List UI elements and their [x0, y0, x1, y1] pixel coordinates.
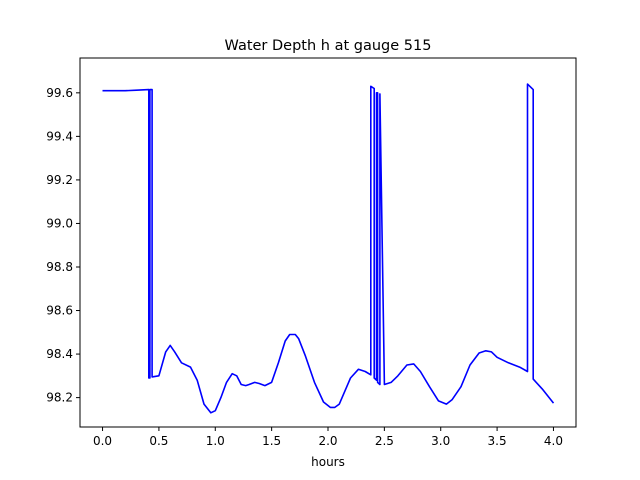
chart-title: Water Depth h at gauge 515: [225, 38, 432, 54]
x-tick-label: 0.5: [149, 434, 168, 448]
y-tick-label: 98.6: [46, 304, 73, 318]
y-tick-label: 98.4: [46, 347, 73, 361]
x-tick-label: 3.0: [431, 434, 450, 448]
x-tick-label: 0.0: [93, 434, 112, 448]
x-axis: 0.0 0.5 1.0 1.5 2.0 2.5 3.0 3.5 4.0: [93, 427, 563, 448]
y-tick-label: 99.2: [46, 173, 73, 187]
x-tick-label: 4.0: [544, 434, 563, 448]
x-tick-label: 1.0: [206, 434, 225, 448]
y-tick-label: 98.8: [46, 260, 73, 274]
plot-series: [102, 83, 555, 414]
plot-frame: [79, 57, 577, 428]
x-tick-label: 3.5: [488, 434, 507, 448]
y-tick-label: 99.4: [46, 129, 73, 143]
y-tick-label: 99.6: [46, 86, 73, 100]
x-tick-label: 2.5: [375, 434, 394, 448]
y-tick-label: 98.2: [46, 391, 73, 405]
x-axis-label: hours: [311, 455, 345, 469]
x-tick-label: 1.5: [262, 434, 281, 448]
series-line: [102, 83, 555, 414]
x-tick-label: 2.0: [318, 434, 337, 448]
y-axis: 98.2 98.4 98.6 98.8 99.0 99.2 99.4 99.6: [46, 86, 80, 405]
y-tick-label: 99.0: [46, 216, 73, 230]
